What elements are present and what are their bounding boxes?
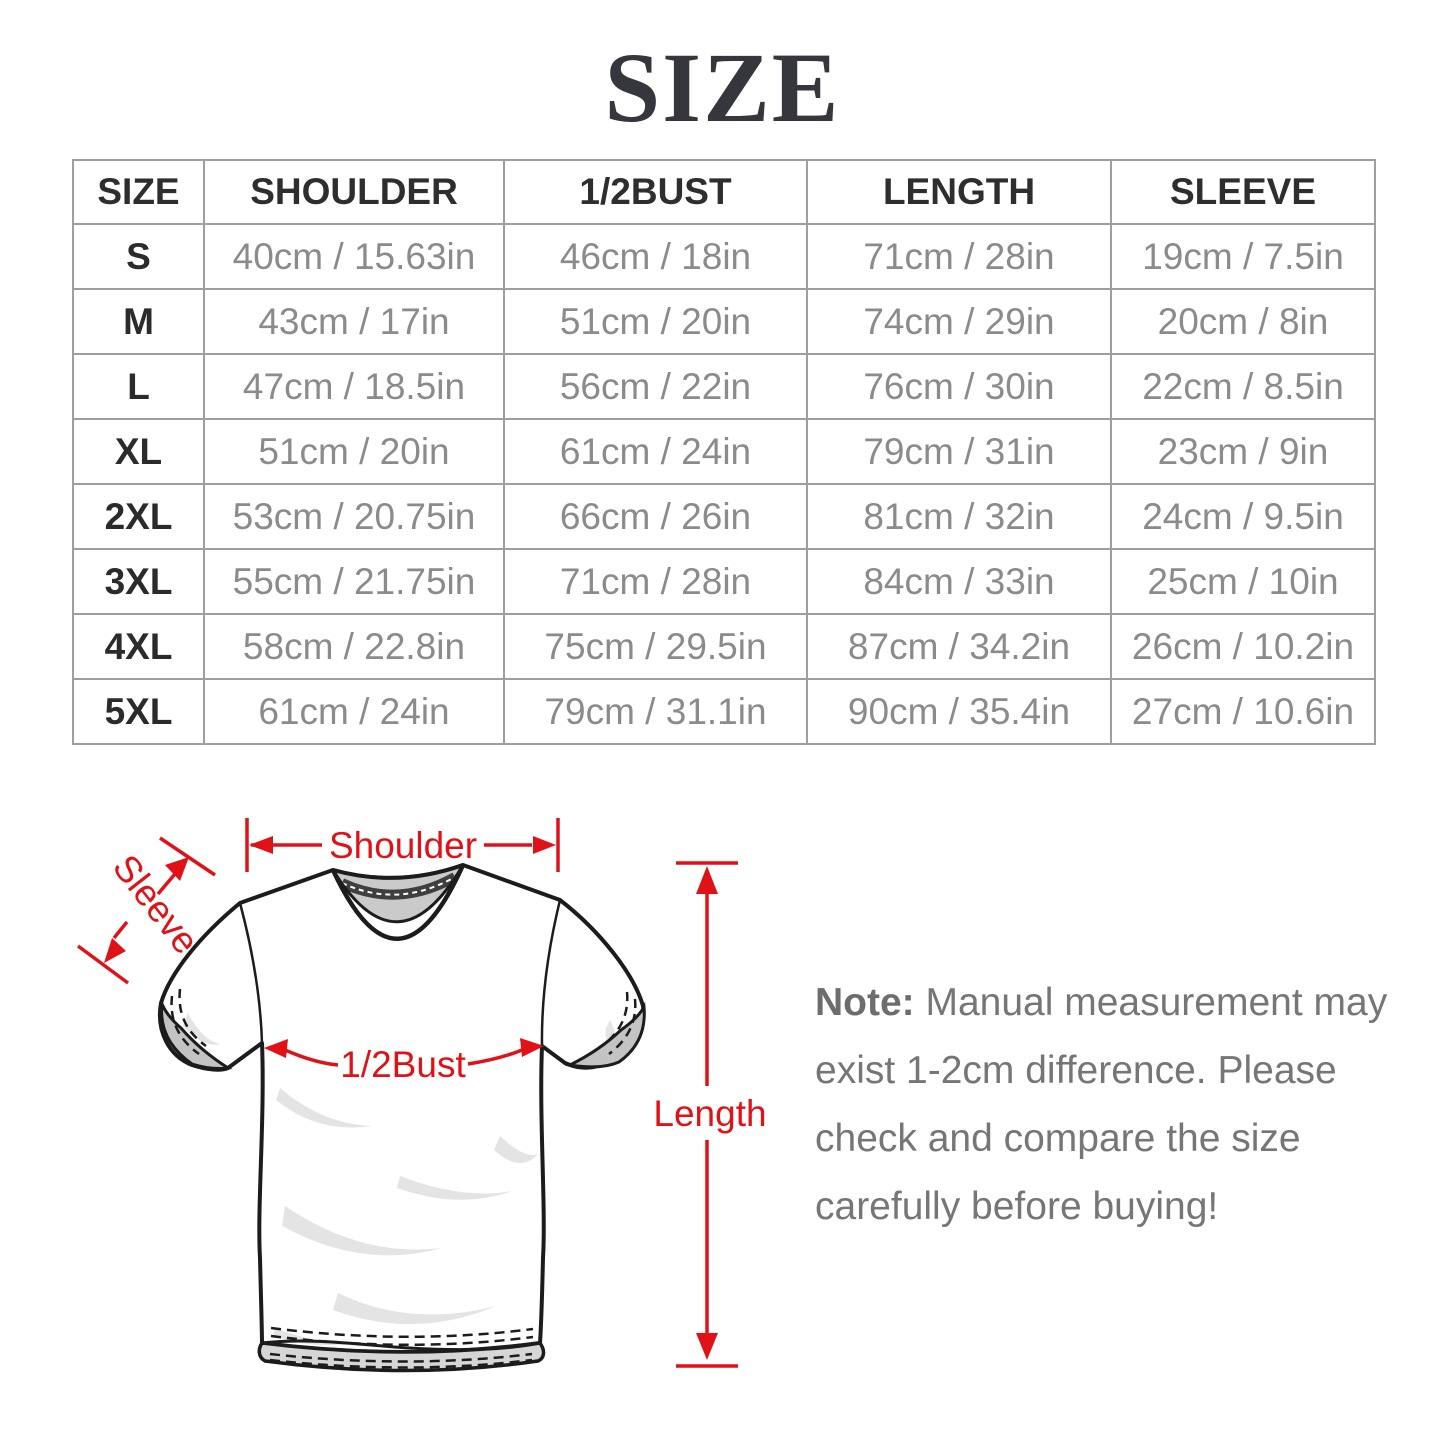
- note-line2: exist 1-2cm difference. Please: [815, 1049, 1337, 1092]
- note-line4: carefully before buying!: [815, 1185, 1219, 1228]
- size-cell: 4XL: [72, 613, 205, 680]
- sleeve-tick-bottom: [76, 944, 130, 985]
- sleeve-arrowhead-top: [165, 857, 189, 881]
- note-line1: Manual measurement may: [914, 981, 1388, 1024]
- measurement-cell: 47cm / 18.5in: [203, 353, 505, 420]
- measurement-cell: 27cm / 10.6in: [1110, 678, 1376, 745]
- shoulder-arrowhead-right: [533, 836, 556, 854]
- column-header-bust: 1/2BUST: [503, 159, 808, 225]
- length-arrowhead-bottom: [696, 1333, 718, 1360]
- column-header-length: LENGTH: [806, 159, 1112, 225]
- measurement-cell: 55cm / 21.75in: [203, 548, 505, 615]
- measurement-cell: 79cm / 31.1in: [503, 678, 808, 745]
- table-row: 4XL 58cm / 22.8in 75cm / 29.5in 87cm / 3…: [72, 613, 1376, 680]
- bust-arrowhead-right: [520, 1038, 544, 1057]
- length-arrowhead-top: [696, 866, 718, 894]
- tshirt-drawing: [158, 863, 646, 1373]
- note-line3: check and compare the size: [815, 1117, 1301, 1160]
- sleeve-label: Sleeve: [105, 847, 207, 961]
- size-cell: M: [72, 288, 205, 355]
- measurement-cell: 81cm / 32in: [806, 483, 1112, 550]
- measurement-cell: 71cm / 28in: [806, 223, 1112, 290]
- bust-label: 1/2Bust: [340, 1044, 466, 1085]
- table-row: 3XL 55cm / 21.75in 71cm / 28in 84cm / 33…: [72, 548, 1376, 615]
- table-header-row: SIZE SHOULDER 1/2BUST LENGTH SLEEVE: [72, 159, 1376, 225]
- measurement-cell: 90cm / 35.4in: [806, 678, 1112, 745]
- measurement-cell: 61cm / 24in: [203, 678, 505, 745]
- measurement-cell: 43cm / 17in: [203, 288, 505, 355]
- table-row: 5XL 61cm / 24in 79cm / 31.1in 90cm / 35.…: [72, 678, 1376, 745]
- measurement-cell: 26cm / 10.2in: [1110, 613, 1376, 680]
- table-row: S 40cm / 15.63in 46cm / 18in 71cm / 28in…: [72, 223, 1376, 290]
- table-row: XL 51cm / 20in 61cm / 24in 79cm / 31in 2…: [72, 418, 1376, 485]
- length-label: Length: [653, 1093, 766, 1134]
- measurement-cell: 58cm / 22.8in: [203, 613, 505, 680]
- measurement-cell: 53cm / 20.75in: [203, 483, 505, 550]
- measurement-cell: 20cm / 8in: [1110, 288, 1376, 355]
- size-cell: XL: [72, 418, 205, 485]
- bust-arrowhead-left: [264, 1039, 288, 1058]
- table-row: L 47cm / 18.5in 56cm / 22in 76cm / 30in …: [72, 353, 1376, 420]
- arrowheads: [104, 836, 718, 1360]
- measurement-cell: 61cm / 24in: [503, 418, 808, 485]
- measurement-cell: 19cm / 7.5in: [1110, 223, 1376, 290]
- measurement-cell: 40cm / 15.63in: [203, 223, 505, 290]
- table-row: M 43cm / 17in 51cm / 20in 74cm / 29in 20…: [72, 288, 1376, 355]
- measurement-note: Note: Manual measurement may exist 1-2cm…: [815, 969, 1390, 1241]
- column-header-size: SIZE: [72, 159, 205, 225]
- measurement-cell: 74cm / 29in: [806, 288, 1112, 355]
- measurement-cell: 22cm / 8.5in: [1110, 353, 1376, 420]
- size-cell: 5XL: [72, 678, 205, 745]
- table-row: 2XL 53cm / 20.75in 66cm / 26in 81cm / 32…: [72, 483, 1376, 550]
- tshirt-measurement-diagram: Shoulder Sleeve 1/2Bust Length: [76, 818, 767, 1373]
- measurement-cell: 46cm / 18in: [503, 223, 808, 290]
- measurement-cell: 25cm / 10in: [1110, 548, 1376, 615]
- measurement-cell: 51cm / 20in: [503, 288, 808, 355]
- sleeve-arrowhead-bottom: [104, 938, 126, 963]
- measurement-cell: 56cm / 22in: [503, 353, 808, 420]
- measurement-cell: 87cm / 34.2in: [806, 613, 1112, 680]
- measurement-cell: 24cm / 9.5in: [1110, 483, 1376, 550]
- size-cell: L: [72, 353, 205, 420]
- size-cell: 2XL: [72, 483, 205, 550]
- shoulder-label: Shoulder: [329, 825, 477, 866]
- size-cell: S: [72, 223, 205, 290]
- measurement-cell: 75cm / 29.5in: [503, 613, 808, 680]
- measurement-cell: 84cm / 33in: [806, 548, 1112, 615]
- size-cell: 3XL: [72, 548, 205, 615]
- measurement-annotations: [76, 818, 738, 1368]
- measurement-cell: 71cm / 28in: [503, 548, 808, 615]
- column-header-sleeve: SLEEVE: [1110, 159, 1376, 225]
- note-label: Note:: [815, 981, 915, 1024]
- measurement-cell: 51cm / 20in: [203, 418, 505, 485]
- column-header-shoulder: SHOULDER: [203, 159, 505, 225]
- measurement-cell: 79cm / 31in: [806, 418, 1112, 485]
- page-title: SIZE: [604, 32, 841, 143]
- shoulder-arrowhead-left: [249, 836, 273, 854]
- measurement-cell: 66cm / 26in: [503, 483, 808, 550]
- measurement-cell: 76cm / 30in: [806, 353, 1112, 420]
- measurement-cell: 23cm / 9in: [1110, 418, 1376, 485]
- size-table: SIZE SHOULDER 1/2BUST LENGTH SLEEVE S 40…: [72, 159, 1376, 745]
- sleeve-tick-top: [159, 836, 216, 877]
